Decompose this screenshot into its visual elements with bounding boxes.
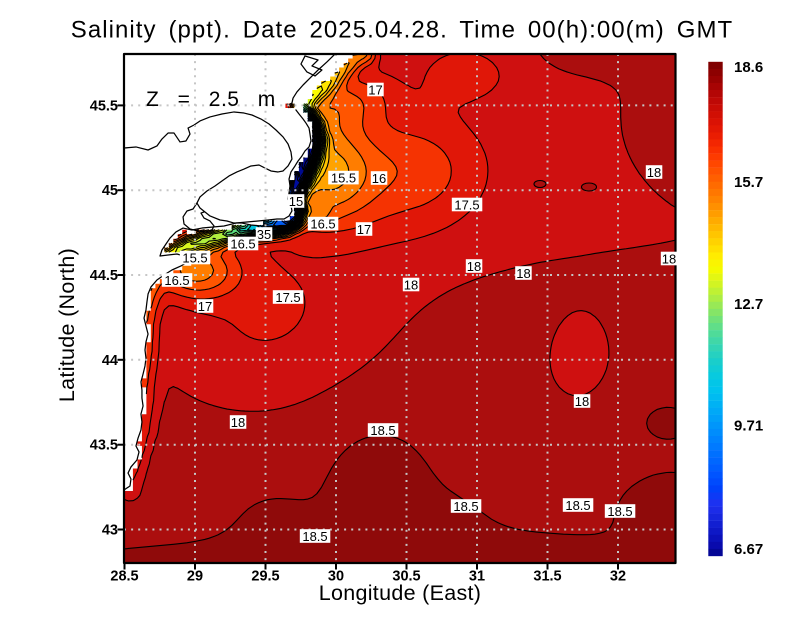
svg-text:Longitude (East): Longitude (East) <box>319 581 482 605</box>
svg-text:30.5: 30.5 <box>392 569 420 585</box>
svg-text:18: 18 <box>516 266 530 281</box>
svg-text:45.5: 45.5 <box>90 98 118 114</box>
svg-text:17: 17 <box>198 299 212 314</box>
svg-text:18: 18 <box>404 277 418 292</box>
svg-text:Z = 2.5 m: Z = 2.5 m <box>146 88 276 111</box>
svg-text:15.5: 15.5 <box>182 250 207 265</box>
svg-text:16: 16 <box>372 171 386 186</box>
svg-text:16.5: 16.5 <box>310 216 335 231</box>
svg-text:29.5: 29.5 <box>251 569 279 585</box>
svg-text:17.5: 17.5 <box>454 197 479 212</box>
svg-text:35: 35 <box>257 227 271 242</box>
svg-text:43: 43 <box>102 523 118 539</box>
svg-text:Latitude (North): Latitude (North) <box>55 248 79 402</box>
svg-text:18: 18 <box>647 165 661 180</box>
svg-text:15.5: 15.5 <box>331 170 356 185</box>
svg-text:44.5: 44.5 <box>90 268 118 284</box>
svg-text:31: 31 <box>469 569 485 585</box>
svg-text:18.5: 18.5 <box>607 504 632 519</box>
svg-text:18.5: 18.5 <box>302 529 327 544</box>
svg-text:44: 44 <box>102 353 118 369</box>
svg-text:18: 18 <box>231 415 245 430</box>
svg-text:18.5: 18.5 <box>370 423 395 438</box>
svg-text:15: 15 <box>289 194 303 209</box>
svg-text:30: 30 <box>328 569 344 585</box>
svg-text:18.5: 18.5 <box>565 498 590 513</box>
svg-text:45: 45 <box>102 183 118 199</box>
svg-text:28.5: 28.5 <box>110 569 138 585</box>
svg-text:Salinity (ppt). Date 2025.04.2: Salinity (ppt). Date 2025.04.28. Time 00… <box>71 17 733 44</box>
svg-text:6.67: 6.67 <box>734 541 763 558</box>
svg-text:29: 29 <box>187 569 203 585</box>
svg-text:16.5: 16.5 <box>164 273 189 288</box>
svg-text:17: 17 <box>368 82 382 97</box>
svg-text:18.5: 18.5 <box>453 499 478 514</box>
svg-text:18: 18 <box>662 251 676 266</box>
svg-text:32: 32 <box>610 569 626 585</box>
svg-text:16.5: 16.5 <box>230 236 255 251</box>
svg-text:9.71: 9.71 <box>734 418 763 435</box>
svg-text:15.7: 15.7 <box>734 174 763 191</box>
svg-text:18.6: 18.6 <box>734 59 763 76</box>
svg-text:31.5: 31.5 <box>533 569 561 585</box>
svg-text:17.5: 17.5 <box>275 290 300 305</box>
svg-text:43.5: 43.5 <box>90 438 118 454</box>
svg-text:12.7: 12.7 <box>734 296 763 313</box>
svg-text:18: 18 <box>467 259 481 274</box>
svg-text:18: 18 <box>575 394 589 409</box>
svg-text:17: 17 <box>357 222 371 237</box>
